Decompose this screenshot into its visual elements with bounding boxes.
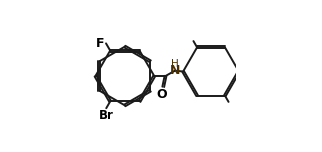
Text: H: H [171,59,179,69]
Text: N: N [170,64,180,77]
Text: Br: Br [99,109,114,122]
Text: O: O [157,88,167,101]
Text: F: F [96,37,105,50]
